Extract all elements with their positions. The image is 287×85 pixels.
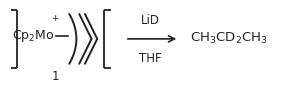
Text: +: +	[51, 14, 58, 23]
Text: THF: THF	[139, 52, 162, 65]
Text: LiD: LiD	[141, 14, 160, 27]
Text: Cp$_2$Mo: Cp$_2$Mo	[12, 28, 55, 44]
Text: 1: 1	[51, 70, 59, 83]
Text: CH$_3$CD$_2$CH$_3$: CH$_3$CD$_2$CH$_3$	[190, 31, 268, 46]
